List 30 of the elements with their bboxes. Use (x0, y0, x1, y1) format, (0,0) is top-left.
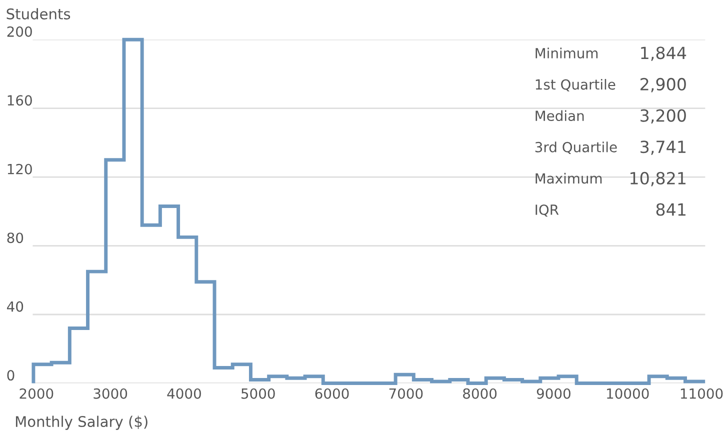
x-tick-label: 6000 (315, 388, 349, 399)
x-tick-label: 7000 (389, 388, 423, 399)
annotation: 10,821 (630, 172, 686, 186)
y-axis-title: Students (6, 8, 70, 20)
x-tick-label: 4000 (167, 388, 201, 399)
x-axis-title: Monthly Salary ($) (16, 416, 148, 430)
annotation: 3,200 (640, 109, 686, 124)
x-tick-label: 5000 (242, 388, 275, 399)
y-tick-label: 160 (8, 95, 32, 106)
y-tick-label: 120 (8, 164, 32, 174)
annotation: 3rd Quartile (535, 142, 617, 154)
annotation: Minimum (536, 48, 598, 58)
annotation: 3,741 (640, 140, 686, 155)
annotation: IQR (536, 204, 559, 217)
annotation: 2,900 (640, 78, 686, 92)
x-tick-label: 9000 (536, 388, 570, 399)
x-tick-label: 10000 (607, 388, 649, 399)
x-tick-label: 8000 (463, 388, 497, 399)
annotation: 1,844 (641, 46, 686, 61)
annotation: 841 (656, 203, 686, 216)
y-tick-label: 0 (7, 370, 14, 381)
y-tick-label: 40 (7, 301, 24, 312)
annotation: Median (536, 110, 584, 122)
x-tick-label: 2000 (20, 388, 54, 399)
annotation: Maximum (536, 172, 602, 184)
x-tick-label: 11000 (680, 388, 723, 399)
x-tick-label: 3000 (94, 388, 128, 399)
y-tick-label: 200 (7, 26, 32, 37)
y-tick-label: 80 (7, 232, 24, 244)
annotation: 1st Quartile (536, 78, 616, 92)
